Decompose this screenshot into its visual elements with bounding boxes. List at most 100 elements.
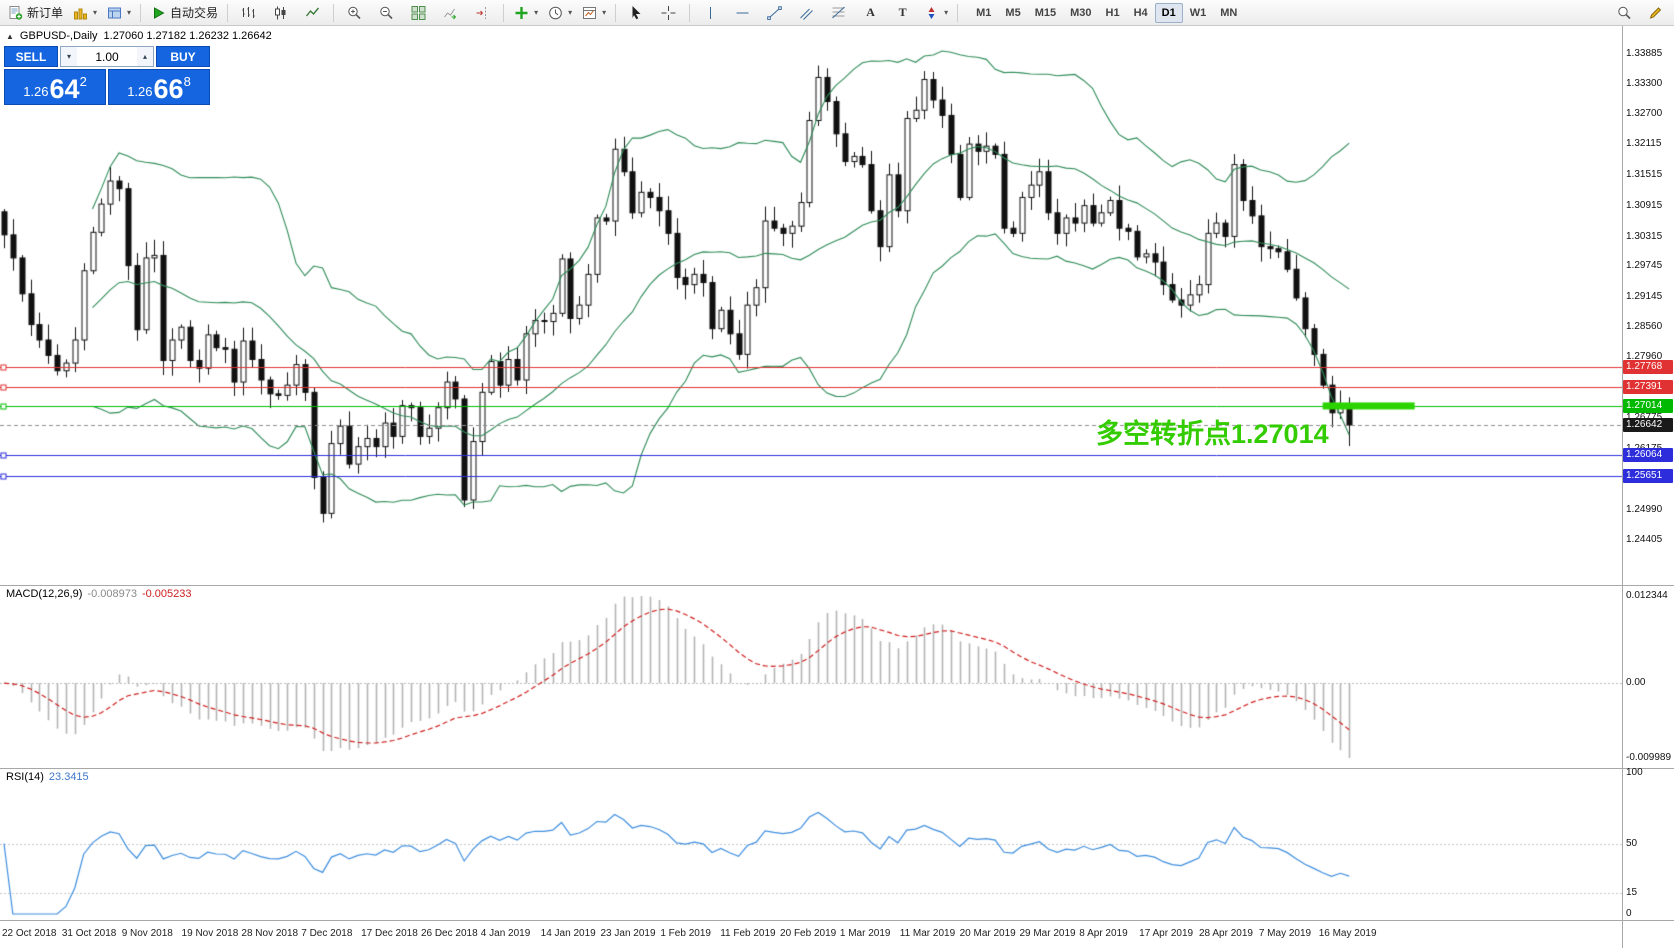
indicators-button[interactable]: ▾ <box>509 1 542 25</box>
price-axis-label: 1.30315 <box>1626 230 1663 242</box>
trendline-icon <box>767 5 782 20</box>
autotrading-button[interactable]: 自动交易 <box>146 1 222 25</box>
price-badge: 1.26064 <box>1623 447 1673 462</box>
panel-divider[interactable] <box>0 768 1674 769</box>
price-axis-label: 1.32700 <box>1626 108 1663 120</box>
date-label: 8 Apr 2019 <box>1079 928 1128 939</box>
date-label: 20 Mar 2019 <box>959 928 1016 939</box>
main-price-chart[interactable] <box>0 26 1622 585</box>
autotrading-play-icon <box>154 6 165 19</box>
price-axis[interactable]: 1.33885 1.33300 1.32700 1.32115 1.31515 1.309… <box>1623 26 1674 948</box>
templates-button[interactable]: ▾ <box>577 1 610 25</box>
price-axis-label: 1.32115 <box>1626 138 1662 150</box>
chart-area[interactable]: 1.33885 1.33300 1.32700 1.32115 1.31515 1.309… <box>0 26 1674 948</box>
price-badge: 1.27768 <box>1623 360 1673 375</box>
date-label: 7 Dec 2018 <box>301 928 353 939</box>
timeframe-h1[interactable]: H1 <box>1105 6 1120 19</box>
horizontal-line-tool-button[interactable] <box>727 1 758 25</box>
buy-tab-button[interactable]: BUY <box>156 46 210 67</box>
buy-price-button[interactable]: 1.26 66 8 <box>108 69 210 105</box>
price-axis-label: 1.33885 <box>1626 47 1663 59</box>
date-label: 26 Dec 2018 <box>420 928 478 939</box>
zoom-in-icon <box>348 6 361 19</box>
text-tool-button[interactable]: A <box>855 1 886 25</box>
timeframe-m30[interactable]: M30 <box>1070 6 1092 19</box>
profiles-button[interactable]: ▾ <box>102 1 135 25</box>
panel-divider[interactable] <box>0 920 1674 921</box>
date-label: 1 Mar 2019 <box>839 928 891 939</box>
date-label: 16 May 2019 <box>1318 928 1377 939</box>
dropdown-caret-icon: ▾ <box>568 8 573 17</box>
date-label: 11 Mar 2019 <box>899 928 956 939</box>
dropdown-caret-icon: ▾ <box>534 8 539 17</box>
macd-indicator-panel[interactable] <box>0 586 1622 768</box>
one-click-collapse-arrow[interactable]: ▲ <box>6 31 14 41</box>
annotation-text[interactable]: 多空转折点1.27014 <box>1096 419 1329 449</box>
vertical-line-icon <box>710 6 712 19</box>
profiles-icon <box>108 7 122 18</box>
tile-windows-icon <box>411 5 426 20</box>
date-label: 4 Jan 2019 <box>480 928 531 939</box>
timeframe-mn[interactable]: MN <box>1220 6 1238 19</box>
new-order-label: 新订单 <box>27 6 64 20</box>
auto-scroll-button[interactable] <box>435 1 466 25</box>
arrows-tool-button[interactable]: ▾ <box>919 1 952 25</box>
buy-price-big: 66 <box>153 74 184 104</box>
price-axis-label: 1.29145 <box>1626 290 1663 302</box>
text-label-icon: T <box>898 5 907 19</box>
buy-price-pipette: 8 <box>183 74 191 89</box>
timeframe-m15[interactable]: M15 <box>1034 6 1057 19</box>
new-order-button[interactable]: 新订单 <box>3 1 67 25</box>
dropdown-caret-icon: ▾ <box>944 8 949 17</box>
clock-icon <box>549 6 562 19</box>
volume-value-field[interactable]: 1.00 <box>95 49 119 64</box>
rsi-indicator-panel[interactable] <box>0 769 1622 920</box>
channel-tool-button[interactable] <box>791 1 822 25</box>
timeframe-d1[interactable]: D1 <box>1154 2 1183 23</box>
periods-button[interactable]: ▾ <box>543 1 576 25</box>
date-label: 29 Mar 2019 <box>1019 928 1076 939</box>
cursor-icon <box>632 5 641 19</box>
sell-price-button[interactable]: 1.26 64 2 <box>4 69 106 105</box>
panel-divider[interactable] <box>0 585 1674 586</box>
rsi-name: RSI(14) <box>6 771 44 783</box>
text-a-icon: A <box>866 5 875 19</box>
timeframe-m1[interactable]: M1 <box>976 6 992 19</box>
line-chart-mode-button[interactable] <box>297 1 328 25</box>
chart-shift-button[interactable] <box>467 1 498 25</box>
candlestick-mode-button[interactable] <box>265 1 296 25</box>
text-label-tool-button[interactable]: T <box>887 1 918 25</box>
volume-increase-button[interactable]: ▴ <box>137 47 153 66</box>
zoom-in-button[interactable] <box>339 1 370 25</box>
fibonacci-tool-button[interactable] <box>823 1 854 25</box>
price-badge: 1.26642 <box>1623 418 1673 433</box>
bar-chart-mode-button[interactable] <box>233 1 264 25</box>
timeframe-w1[interactable]: W1 <box>1189 6 1207 19</box>
tile-windows-button[interactable] <box>403 1 434 25</box>
date-label: 7 May 2019 <box>1258 928 1312 939</box>
macd-axis-label: 0.012344 <box>1626 590 1668 601</box>
timeframe-h4[interactable]: H4 <box>1133 6 1148 19</box>
date-label: 31 Oct 2018 <box>61 928 117 939</box>
toolbar-right-group <box>1609 1 1671 25</box>
time-axis[interactable]: 22 Oct 2018 31 Oct 2018 9 Nov 2018 19 Nov 2… <box>0 922 1622 948</box>
sell-tab-button[interactable]: SELL <box>4 46 58 67</box>
zoom-out-button[interactable] <box>371 1 402 25</box>
macd-value-main: -0.008973 <box>87 588 137 600</box>
toolbar-separator <box>503 3 505 22</box>
sell-price-pipette: 2 <box>79 74 87 89</box>
macd-label: MACD(12,26,9) -0.008973 -0.005233 <box>6 588 192 600</box>
search-button[interactable] <box>1609 1 1640 25</box>
new-chart-button[interactable]: ▾ <box>68 1 101 25</box>
trendline-tool-button[interactable] <box>759 1 790 25</box>
timeframe-group: M1 M5 M15 M30 H1 H4 D1 W1 MN <box>969 2 1244 23</box>
edit-button[interactable] <box>1640 1 1671 25</box>
timeframe-m5[interactable]: M5 <box>1005 6 1021 19</box>
crosshair-tool-button[interactable] <box>653 1 684 25</box>
new-order-icon <box>9 5 23 20</box>
volume-decrease-button[interactable]: ▾ <box>61 47 77 66</box>
toolbar-separator <box>689 3 691 22</box>
price-axis-label: 1.27960 <box>1626 351 1663 363</box>
vertical-line-tool-button[interactable] <box>695 1 726 25</box>
cursor-tool-button[interactable] <box>621 1 652 25</box>
